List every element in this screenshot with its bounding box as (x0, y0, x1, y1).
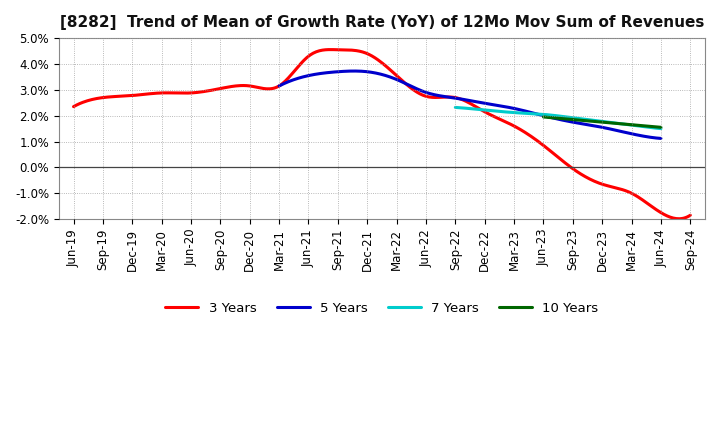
Line: 7 Years: 7 Years (455, 107, 661, 128)
10 Years (613, 121, 621, 126)
7 Years (533, 111, 541, 117)
10 Years (657, 125, 665, 130)
Line: 5 Years: 5 Years (279, 71, 661, 139)
10 Years (577, 118, 586, 123)
10 Years (624, 122, 633, 127)
5 Years (553, 117, 562, 122)
Title: [8282]  Trend of Mean of Growth Rate (YoY) of 12Mo Mov Sum of Revenues: [8282] Trend of Mean of Growth Rate (YoY… (60, 15, 704, 30)
7 Years (580, 117, 589, 122)
Line: 3 Years: 3 Years (73, 50, 690, 219)
3 Years (313, 48, 322, 54)
3 Years (143, 92, 152, 97)
7 Years (600, 119, 609, 125)
7 Years (451, 105, 459, 110)
Line: 10 Years: 10 Years (544, 117, 661, 127)
Legend: 3 Years, 5 Years, 7 Years, 10 Years: 3 Years, 5 Years, 7 Years, 10 Years (166, 302, 598, 315)
3 Years (516, 127, 525, 132)
5 Years (657, 136, 665, 141)
5 Years (320, 70, 329, 76)
5 Years (275, 83, 284, 88)
3 Years (459, 97, 467, 103)
10 Years (539, 114, 548, 120)
7 Years (518, 110, 526, 116)
7 Years (657, 126, 665, 131)
3 Years (675, 216, 684, 221)
7 Years (476, 107, 485, 112)
5 Years (349, 68, 358, 73)
7 Years (600, 119, 608, 124)
3 Years (69, 104, 78, 109)
5 Years (516, 107, 525, 113)
10 Years (585, 118, 594, 124)
5 Years (552, 116, 560, 121)
10 Years (624, 122, 633, 127)
3 Years (270, 85, 279, 91)
5 Years (400, 81, 409, 86)
10 Years (553, 116, 562, 121)
3 Years (326, 47, 335, 52)
3 Years (519, 128, 528, 134)
5 Years (427, 92, 436, 97)
3 Years (686, 213, 695, 218)
